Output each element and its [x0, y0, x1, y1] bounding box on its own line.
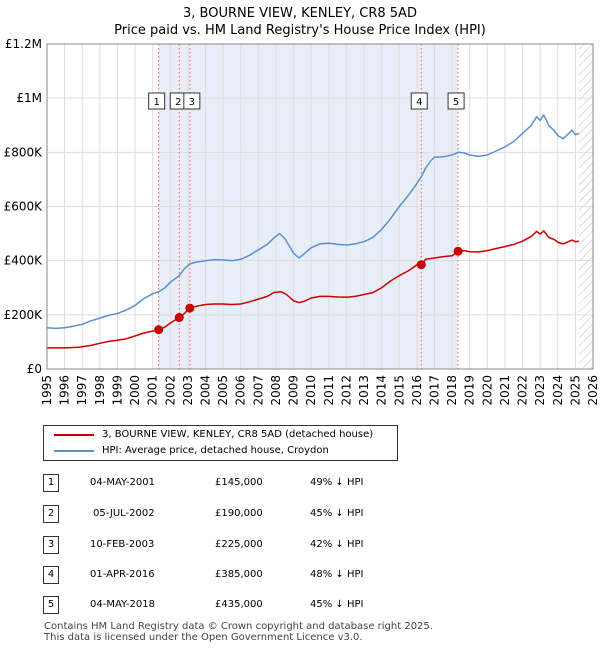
sale-label: 2: [169, 92, 187, 110]
x-tick-label: 1999: [110, 375, 124, 406]
sale-label: 3: [183, 92, 201, 110]
sale-point: [416, 260, 426, 270]
x-tick-label: 2009: [287, 375, 301, 406]
sale-price: £385,000: [215, 569, 263, 580]
sale-price: £190,000: [215, 508, 263, 519]
sale-date: 10-FEB-2003: [90, 539, 155, 550]
x-tick-label: 2018: [445, 375, 459, 406]
plot-frame: [46, 43, 594, 370]
x-tick-label: 2023: [533, 375, 547, 406]
sale-row: 1 04-MAY-2001 £145,000 49% ↓ HPI: [0, 474, 600, 494]
x-tick-label: 2022: [516, 375, 530, 406]
legend-item-hpi: HPI: Average price, detached house, Croy…: [44, 443, 397, 459]
sale-row: 5 04-MAY-2018 £435,000 45% ↓ HPI: [0, 596, 600, 616]
sale-hpi-diff: 48% ↓ HPI: [310, 569, 364, 580]
sale-number: 2: [43, 505, 59, 523]
x-tick-label: 2007: [251, 375, 265, 406]
x-tick-label: 2026: [586, 375, 600, 406]
x-tick-label: 2013: [357, 375, 371, 406]
x-tick-label: 1995: [40, 375, 54, 406]
sale-row: 2 05-JUL-2002 £190,000 45% ↓ HPI: [0, 505, 600, 525]
x-tick-label: 2012: [339, 375, 353, 406]
legend-swatch-property: [54, 434, 94, 436]
sale-label-box: [447, 92, 465, 110]
y-tick-label: £1M: [16, 91, 42, 105]
x-tick-label: 2011: [322, 375, 336, 406]
sale-label: 1: [148, 92, 166, 110]
sale-date: 05-JUL-2002: [93, 508, 155, 519]
footer-copyright: Contains HM Land Registry data © Crown c…: [44, 621, 433, 632]
x-tick-label: 2020: [480, 375, 494, 406]
x-tick-label: 2005: [216, 375, 230, 406]
sale-hpi-diff: 49% ↓ HPI: [310, 477, 364, 488]
x-tick-label: 2000: [128, 375, 142, 406]
property-series-line: [47, 230, 580, 349]
x-tick-label: 2006: [234, 375, 248, 406]
y-tick-label: £600K: [4, 200, 44, 214]
x-tick-label: 2001: [146, 375, 160, 406]
hpi-series-line: [46, 114, 580, 330]
y-tick-label: £0: [27, 362, 42, 376]
sale-date: 04-MAY-2018: [90, 599, 156, 610]
legend-label-hpi: HPI: Average price, detached house, Croy…: [102, 445, 329, 456]
sale-hpi-diff: 45% ↓ HPI: [310, 508, 364, 519]
x-tick-label: 2010: [304, 375, 318, 406]
x-tick-label: 2025: [568, 375, 582, 406]
sale-number: 3: [43, 536, 59, 554]
x-tick-label: 2017: [427, 375, 441, 406]
sale-label-text: 4: [416, 97, 422, 108]
sale-label-text: 5: [453, 97, 459, 108]
sale-point: [154, 325, 164, 335]
sale-number: 1: [43, 474, 59, 492]
sale-hpi-diff: 45% ↓ HPI: [310, 599, 364, 610]
sale-price: £435,000: [215, 599, 263, 610]
x-tick-label: 2015: [392, 375, 406, 406]
legend-label-property: 3, BOURNE VIEW, KENLEY, CR8 5AD (detache…: [102, 429, 374, 440]
footer-licence: This data is licensed under the Open Gov…: [44, 632, 363, 643]
chart-title: 3, BOURNE VIEW, KENLEY, CR8 5AD: [183, 6, 417, 21]
sale-date: 01-APR-2016: [90, 569, 155, 580]
x-tick-label: 1997: [75, 375, 89, 406]
x-tick-label: 2004: [199, 375, 213, 406]
x-tick-label: 1996: [58, 375, 72, 406]
legend-item-property: 3, BOURNE VIEW, KENLEY, CR8 5AD (detache…: [44, 427, 397, 443]
sale-label-text: 2: [175, 97, 181, 108]
y-tick-label: £400K: [4, 254, 44, 268]
chart-subtitle: Price paid vs. HM Land Registry's House …: [114, 23, 486, 38]
x-tick-label: 2021: [498, 375, 512, 406]
sale-label-box: [183, 92, 201, 110]
x-tick-label: 1998: [93, 375, 107, 406]
y-tick-label: £200K: [4, 308, 44, 322]
sale-label: 5: [447, 92, 465, 110]
x-tick-label: 2016: [410, 375, 424, 406]
x-tick-label: 2024: [551, 375, 565, 406]
legend-swatch-hpi: [54, 450, 94, 452]
sale-number: 4: [43, 566, 59, 584]
x-tick-label: 2019: [463, 375, 477, 406]
sale-point: [174, 313, 184, 323]
sale-row: 4 01-APR-2016 £385,000 48% ↓ HPI: [0, 566, 600, 586]
sale-price: £145,000: [215, 477, 263, 488]
sale-row: 3 10-FEB-2003 £225,000 42% ↓ HPI: [0, 536, 600, 556]
y-tick-label: £1.2M: [5, 37, 42, 51]
x-tick-label: 2014: [375, 375, 389, 406]
sale-label-text: 1: [153, 97, 159, 108]
sale-point: [453, 246, 463, 256]
sale-number: 5: [43, 596, 59, 614]
x-tick-label: 2002: [163, 375, 177, 406]
x-tick-label: 2008: [269, 375, 283, 406]
legend: 3, BOURNE VIEW, KENLEY, CR8 5AD (detache…: [43, 425, 398, 461]
sale-price: £225,000: [215, 539, 263, 550]
sale-label: 4: [410, 92, 428, 110]
sale-label-box: [410, 92, 428, 110]
sale-label-box: [148, 92, 166, 110]
sale-label-text: 3: [189, 97, 195, 108]
sale-date: 04-MAY-2001: [90, 477, 156, 488]
y-tick-label: £800K: [4, 145, 44, 159]
sale-point: [185, 303, 195, 313]
sale-hpi-diff: 42% ↓ HPI: [310, 539, 364, 550]
x-tick-label: 2003: [181, 375, 195, 406]
